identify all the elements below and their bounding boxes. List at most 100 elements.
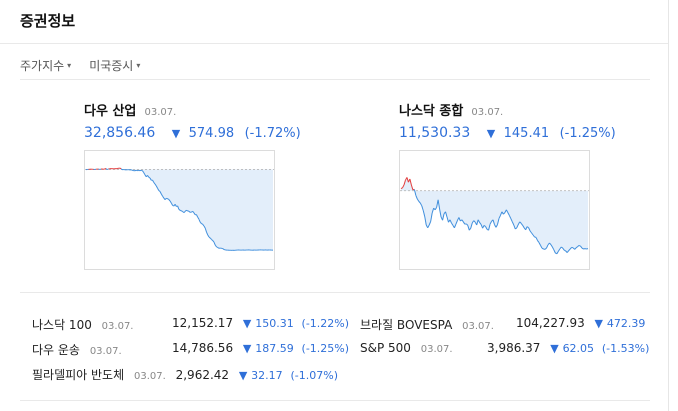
chart-line-segment <box>181 210 183 212</box>
chart-title: 나스닥 종합 <box>399 104 464 119</box>
index-row-philadelphia-semiconductor[interactable]: 필라델피아 반도체 03.07. 2,962.42 ▼ 32.17 (-1.07… <box>32 366 338 383</box>
chart-line-segment <box>479 222 482 225</box>
chart-line-segment <box>183 211 186 214</box>
index-change: 32.17 <box>251 369 283 382</box>
chart-line-segment <box>446 216 449 223</box>
chart-line-segment <box>505 209 509 213</box>
chart-line-segment <box>562 247 565 251</box>
index-date: 03.07. <box>133 371 166 382</box>
index-change: 150.31 <box>255 317 294 330</box>
chart-value: 11,530.33 <box>399 125 471 141</box>
chart-value: 32,856.46 <box>84 125 156 141</box>
chart-line-segment <box>174 204 177 207</box>
index-percent: (-1.07%) <box>290 369 339 382</box>
chart-line-segment <box>167 198 170 200</box>
index-date: 03.07. <box>420 344 453 355</box>
chart-line-segment <box>179 209 182 212</box>
index-name: S&P 500 <box>360 341 411 355</box>
down-arrow-icon: ▼ <box>171 127 181 140</box>
tab-stock-index[interactable]: 주가지수 ▾ <box>20 57 71 74</box>
index-change: 62.05 <box>562 342 595 355</box>
chart-line-segment <box>569 247 573 250</box>
chart-line-segment <box>107 168 109 171</box>
chart-line-segment <box>154 183 157 187</box>
dow-industrial-summary[interactable]: 다우 산업 03.07. 32,856.46 ▼ 574.98 (-1.72%) <box>84 100 301 141</box>
chart-line-segment <box>574 247 577 250</box>
chart-line-segment <box>207 234 210 238</box>
chart-line-segment <box>482 225 485 229</box>
dow-industrial-chart[interactable] <box>84 150 275 270</box>
index-figures-sp-500[interactable]: 3,986.37 ▼ 62.05 (-1.53%) <box>487 341 649 355</box>
chart-line-segment <box>525 226 528 231</box>
chart-line-segment <box>526 226 529 229</box>
chart-change: 574.98 <box>188 126 235 141</box>
index-name: 다우 운송 <box>32 343 80 357</box>
tab-us-market[interactable]: 미국증시 ▾ <box>89 57 140 74</box>
chart-line-segment <box>186 209 188 212</box>
chart-line-segment <box>152 179 155 183</box>
chart-line-segment <box>496 218 500 225</box>
chart-percent: (-1.25%) <box>559 126 616 141</box>
chart-line-segment <box>419 202 423 207</box>
chart-line-segment <box>160 193 163 197</box>
chart-line-segment <box>458 217 461 222</box>
chart-line-segment <box>177 205 180 210</box>
chart-line-segment <box>214 244 217 248</box>
index-row-nasdaq-100[interactable]: 나스닥 100 03.07. <box>32 316 133 333</box>
chart-line-segment <box>581 247 584 250</box>
chart-line-segment <box>513 224 516 230</box>
chart-line-segment <box>213 241 216 246</box>
chart-line-segment <box>495 224 498 228</box>
chart-line-segment <box>489 221 492 225</box>
index-figures-dow-transport[interactable]: 14,786.56 ▼ 187.59 (-1.25%) <box>172 341 349 355</box>
chart-line-segment <box>203 225 206 229</box>
chart-line-segment <box>159 191 162 195</box>
chart-line-segment <box>169 200 172 204</box>
chart-line-segment <box>540 245 543 249</box>
index-change: 472.39 <box>606 317 646 330</box>
chart-line-segment <box>551 246 555 251</box>
index-row-dow-transport[interactable]: 다우 운송 03.07. <box>32 341 122 358</box>
nasdaq-composite-summary[interactable]: 나스닥 종합 03.07. 11,530.33 ▼ 145.41 (-1.25%… <box>399 100 616 141</box>
page-title: 증권정보 <box>20 12 76 30</box>
index-date: 03.07. <box>89 346 122 357</box>
chart-line-segment <box>522 225 525 229</box>
index-row-sp-500[interactable]: S&P 500 03.07. <box>360 341 453 355</box>
chart-line-segment <box>465 223 469 226</box>
market-tabs: 주가지수 ▾ 미국증시 ▾ <box>20 57 140 74</box>
down-arrow-icon: ▼ <box>242 342 252 355</box>
chart-line-segment <box>188 210 191 213</box>
chart-line-segment <box>209 237 212 240</box>
line-chart <box>85 167 274 251</box>
chart-line-segment <box>153 182 156 185</box>
panel-right-border <box>668 0 669 411</box>
chart-change: 145.41 <box>503 126 550 141</box>
chart-line-segment <box>415 195 418 200</box>
chart-line-segment <box>449 219 452 224</box>
index-value: 2,962.42 <box>175 368 230 382</box>
chart-line-segment <box>564 249 566 252</box>
chart-line-segment <box>208 236 211 239</box>
chart-line-segment <box>168 199 171 202</box>
nasdaq-composite-chart[interactable] <box>399 150 590 270</box>
down-arrow-icon: ▼ <box>550 342 559 355</box>
chart-line-segment <box>544 247 547 250</box>
chart-line-segment <box>198 219 201 223</box>
chart-line-segment <box>421 205 424 211</box>
chart-line-segment <box>488 224 491 231</box>
chart-line-segment <box>147 175 150 178</box>
index-row-brazil-bovespa[interactable]: 브라질 BOVESPA 03.07. <box>360 316 494 333</box>
index-figures-nasdaq-100[interactable]: 12,152.17 ▼ 150.31 (-1.22%) <box>172 316 349 330</box>
chart-line-segment <box>422 210 426 217</box>
chart-line-segment <box>424 216 427 226</box>
chart-line-segment <box>437 199 441 210</box>
chart-line-segment <box>528 227 531 232</box>
chart-line-segment <box>529 230 533 234</box>
chart-line-segment <box>507 212 510 216</box>
index-name: 브라질 BOVESPA <box>360 318 453 332</box>
chart-line-segment <box>545 244 549 249</box>
chart-line-segment <box>537 240 540 243</box>
index-figures-brazil-bovespa[interactable]: 104,227.93 ▼ 472.39 <box>516 316 645 330</box>
chart-line-segment <box>216 246 219 249</box>
chart-line-segment <box>578 244 581 247</box>
